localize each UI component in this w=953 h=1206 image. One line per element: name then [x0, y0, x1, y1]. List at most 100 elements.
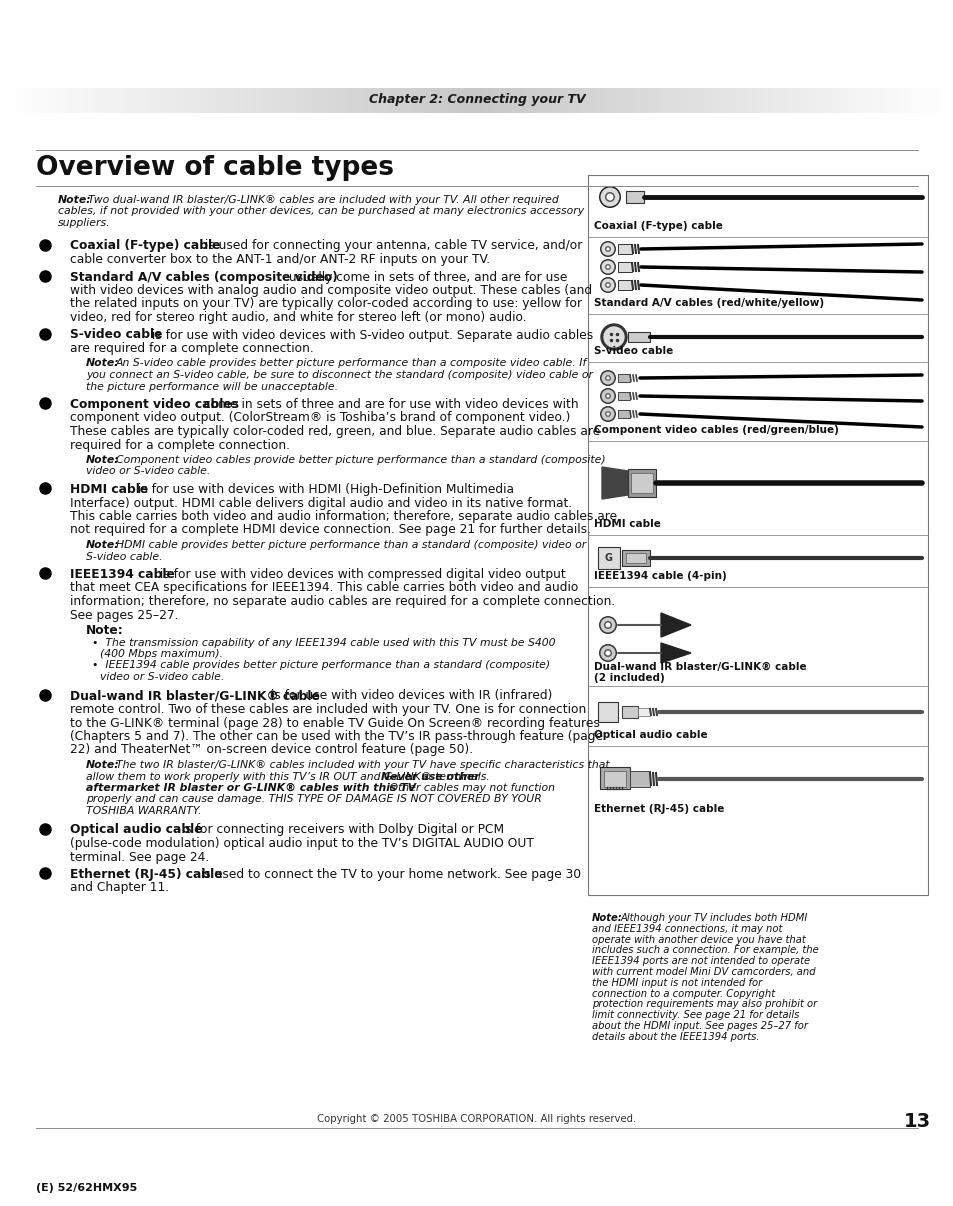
Circle shape [606, 394, 609, 398]
Text: not required for a complete HDMI device connection. See page 21 for further deta: not required for a complete HDMI device … [70, 523, 590, 537]
Text: details about the IEEE1394 ports.: details about the IEEE1394 ports. [592, 1032, 759, 1042]
Text: (Chapters 5 and 7). The other can be used with the TV’s IR pass-through feature : (Chapters 5 and 7). The other can be use… [70, 730, 602, 743]
Circle shape [601, 279, 614, 292]
Text: The two IR blaster/G-LINK® cables included with your TV have specific characteri: The two IR blaster/G-LINK® cables includ… [116, 760, 609, 769]
Circle shape [599, 645, 615, 661]
Circle shape [598, 644, 617, 662]
Text: Interface) output. HDMI cable delivers digital audio and video in its native for: Interface) output. HDMI cable delivers d… [70, 497, 572, 509]
Text: TOSHIBA WARRANTY.: TOSHIBA WARRANTY. [86, 806, 201, 816]
Text: suppliers.: suppliers. [58, 218, 111, 228]
Text: S-video cable.: S-video cable. [86, 551, 162, 562]
Bar [598, 548, 619, 569]
Circle shape [599, 277, 616, 293]
Text: required for a complete connection.: required for a complete connection. [70, 439, 290, 451]
Text: the picture performance will be unacceptable.: the picture performance will be unaccept… [86, 381, 337, 392]
Text: come in sets of three and are for use with video devices with: come in sets of three and are for use wi… [200, 398, 578, 411]
Bar [627, 469, 656, 497]
Text: These cables are typically color-coded red, green, and blue. Separate audio cabl: These cables are typically color-coded r… [70, 425, 599, 438]
Circle shape [601, 408, 614, 421]
Text: is used to connect the TV to your home network. See page 30: is used to connect the TV to your home n… [196, 868, 580, 882]
Text: 22) and TheaterNet™ on-screen device control feature (page 50).: 22) and TheaterNet™ on-screen device con… [70, 744, 473, 756]
Text: video or S-video cable.: video or S-video cable. [86, 467, 211, 476]
Circle shape [599, 370, 616, 386]
Bar [618, 374, 629, 382]
Text: Never use other: Never use other [380, 772, 479, 781]
Text: 13: 13 [903, 1112, 930, 1131]
Text: is for use with video devices with S-video output. Separate audio cables: is for use with video devices with S-vid… [148, 328, 593, 341]
Text: you connect an S-video cable, be sure to disconnect the standard (composite) vid: you connect an S-video cable, be sure to… [86, 370, 593, 380]
Text: Chapter 2: Connecting your TV: Chapter 2: Connecting your TV [368, 94, 585, 106]
Text: information; therefore, no separate audio cables are required for a complete con: information; therefore, no separate audi… [70, 595, 615, 608]
Bar [629, 771, 649, 788]
Circle shape [599, 617, 615, 632]
Text: to the G-LINK® terminal (page 28) to enable TV Guide On Screen® recording featur: to the G-LINK® terminal (page 28) to ena… [70, 716, 599, 730]
Text: is for use with devices with HDMI (High-Definition Multimedia: is for use with devices with HDMI (High-… [133, 482, 514, 496]
Polygon shape [601, 467, 627, 499]
Circle shape [599, 388, 616, 404]
Text: Copyright © 2005 TOSHIBA CORPORATION. All rights reserved.: Copyright © 2005 TOSHIBA CORPORATION. Al… [317, 1114, 636, 1124]
Circle shape [603, 327, 623, 347]
Text: is for use with video devices with IR (infrared): is for use with video devices with IR (i… [267, 690, 552, 703]
Text: and Chapter 11.: and Chapter 11. [70, 882, 169, 895]
Text: •  The transmission capability of any IEEE1394 cable used with this TV must be S: • The transmission capability of any IEE… [91, 638, 555, 648]
Text: properly and can cause damage. THIS TYPE OF DAMAGE IS NOT COVERED BY YOUR: properly and can cause damage. THIS TYPE… [86, 795, 541, 804]
Circle shape [601, 371, 614, 385]
Bar [621, 706, 638, 718]
Text: aftermarket IR blaster or G-LINK® cables with this TV: aftermarket IR blaster or G-LINK® cables… [86, 783, 416, 794]
Text: HDMI cable provides better picture performance than a standard (composite) video: HDMI cable provides better picture perfo… [116, 540, 586, 550]
Text: are required for a complete connection.: are required for a complete connection. [70, 343, 314, 355]
Text: G: G [604, 554, 613, 563]
Text: Other cables may not function: Other cables may not function [386, 783, 555, 794]
Circle shape [600, 324, 626, 350]
Bar [587, 175, 927, 895]
Circle shape [606, 247, 609, 251]
Circle shape [604, 282, 610, 288]
Circle shape [599, 406, 616, 422]
Bar [618, 392, 629, 400]
Bar [638, 708, 649, 716]
Text: Component video cables: Component video cables [70, 398, 239, 411]
Circle shape [601, 242, 614, 256]
Circle shape [606, 412, 609, 416]
Text: Although your TV includes both HDMI: Although your TV includes both HDMI [620, 913, 807, 923]
Text: usually come in sets of three, and are for use: usually come in sets of three, and are f… [285, 270, 567, 283]
Bar [625, 554, 645, 563]
Text: terminal. See page 24.: terminal. See page 24. [70, 850, 209, 863]
Text: S-video cable: S-video cable [70, 328, 162, 341]
Circle shape [606, 376, 609, 380]
Circle shape [604, 192, 615, 201]
Text: Note:: Note: [86, 358, 119, 369]
Circle shape [598, 616, 617, 634]
Circle shape [599, 259, 616, 275]
Circle shape [601, 260, 614, 274]
Text: (pulse-code modulation) optical audio input to the TV’s DIGITAL AUDIO OUT: (pulse-code modulation) optical audio in… [70, 837, 534, 850]
Text: Component video cables provide better picture performance than a standard (compo: Component video cables provide better pi… [116, 455, 605, 466]
Text: IEEE1394 cable (4-pin): IEEE1394 cable (4-pin) [594, 570, 726, 581]
Text: IEEE1394 cable: IEEE1394 cable [70, 568, 174, 581]
Polygon shape [660, 613, 690, 637]
Bar [630, 473, 652, 493]
Text: cables, if not provided with your other devices, can be purchased at many electr: cables, if not provided with your other … [58, 206, 583, 217]
Text: Coaxial (F-type) cable: Coaxial (F-type) cable [70, 240, 220, 252]
Circle shape [605, 622, 610, 627]
Text: the related inputs on your TV) are typically color-coded according to use: yello: the related inputs on your TV) are typic… [70, 298, 581, 310]
Bar [618, 262, 631, 273]
Text: Standard A/V cables (composite video): Standard A/V cables (composite video) [70, 270, 337, 283]
Text: Note:: Note: [86, 624, 124, 637]
Bar [625, 191, 643, 203]
Text: with video devices with analog audio and composite video output. These cables (a: with video devices with analog audio and… [70, 283, 592, 297]
Text: Note:: Note: [86, 760, 119, 769]
Text: and IEEE1394 connections, it may not: and IEEE1394 connections, it may not [592, 924, 781, 933]
Circle shape [606, 193, 613, 200]
Circle shape [604, 375, 610, 381]
Circle shape [605, 650, 610, 656]
Bar [621, 550, 649, 566]
Text: includes such a connection. For example, the: includes such a connection. For example,… [592, 946, 818, 955]
Text: with current model Mini DV camcorders, and: with current model Mini DV camcorders, a… [592, 967, 815, 977]
Text: Note:: Note: [592, 913, 622, 923]
Text: the HDMI input is not intended for: the HDMI input is not intended for [592, 978, 761, 988]
Text: An S-video cable provides better picture performance than a composite video cabl: An S-video cable provides better picture… [116, 358, 587, 369]
Circle shape [604, 393, 610, 399]
Text: (E) 52/62HMX95: (E) 52/62HMX95 [36, 1183, 137, 1193]
Text: Overview of cable types: Overview of cable types [36, 156, 394, 181]
